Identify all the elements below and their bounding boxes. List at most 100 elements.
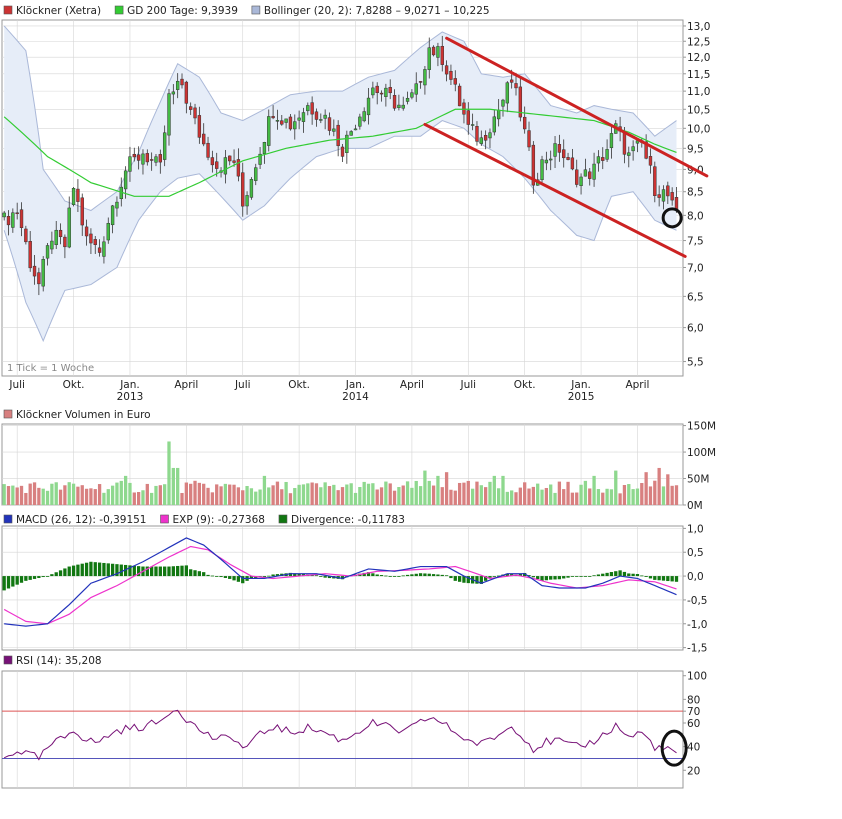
candle-body [501, 99, 505, 107]
candle-body [301, 112, 306, 122]
candle-body [405, 97, 410, 102]
volume-bar [2, 484, 6, 505]
price-y-tick-label: 12,0 [687, 52, 710, 64]
candle-body [579, 176, 583, 187]
price-y-tick-label: 13,0 [687, 21, 710, 33]
candle-body [401, 104, 405, 109]
volume-bar [258, 489, 262, 505]
divergence-bar [149, 566, 154, 577]
divergence-bar [288, 572, 293, 577]
bollinger-lower-line [3, 120, 677, 343]
divergence-bar [136, 566, 141, 577]
volume-bar [440, 487, 444, 505]
candle-body [254, 167, 258, 181]
candle-body [306, 105, 310, 112]
candle-body [241, 172, 245, 207]
candle-body [323, 114, 327, 119]
divergence-bar [440, 574, 444, 577]
divergence-bar [215, 576, 219, 577]
divergence-bar [327, 576, 332, 579]
candle-body [249, 179, 254, 198]
legend-label: Klöckner (Xetra) [16, 5, 101, 17]
volume-bar [6, 486, 11, 505]
volume-bar [158, 485, 162, 505]
volume-bar [97, 484, 102, 505]
divergence-bar [154, 566, 158, 577]
x-tick-label: Jan. [570, 379, 591, 391]
volume-bar [106, 489, 110, 505]
candle-body [431, 46, 436, 56]
divergence-bar [388, 576, 392, 577]
candle-body [575, 169, 579, 185]
divergence-bar [110, 563, 115, 577]
x-tick-label: April [174, 379, 198, 391]
price-y-tick-label: 7,5 [687, 236, 704, 248]
volume-bar [366, 483, 371, 505]
volume-bar [84, 488, 89, 505]
candle-body [223, 157, 228, 175]
divergence-bar [661, 576, 666, 581]
divergence-bar [171, 566, 175, 577]
divergence-bar [319, 576, 323, 577]
candle-body [375, 85, 379, 93]
x-tick-label: Okt. [514, 379, 536, 391]
candle-body [366, 97, 371, 116]
candle-body [475, 126, 479, 142]
divergence-bar [236, 576, 241, 582]
divergence-bar [444, 575, 449, 577]
divergence-bar [579, 576, 583, 577]
volume-bar [514, 492, 518, 505]
volume-bar [553, 492, 557, 505]
divergence-bar [123, 564, 128, 577]
candle-body [540, 159, 544, 181]
volume-bar [470, 488, 475, 505]
divergence-bar [436, 574, 440, 577]
volume-bar [418, 486, 423, 505]
candle-body [601, 157, 605, 161]
volume-bar [583, 480, 588, 505]
macd-line [4, 537, 677, 627]
candle-body [496, 109, 501, 120]
candle-body [418, 81, 423, 83]
candle-body [527, 130, 531, 148]
rsi-y-tick-label: 80 [687, 694, 700, 706]
divergence-bar [128, 565, 132, 577]
candle-body [340, 146, 345, 157]
candle-body [562, 149, 566, 159]
volume-bar [518, 487, 522, 505]
volume-bar [254, 491, 258, 505]
x-tick-label: April [625, 379, 649, 391]
square-legend-icon [3, 655, 13, 665]
volume-bar [41, 488, 45, 505]
legend-label: Klöckner Volumen in Euro [16, 409, 151, 421]
divergence-bar [397, 576, 401, 577]
volume-bar [219, 486, 223, 505]
divergence-bar [405, 574, 410, 577]
candle-body [410, 92, 414, 98]
divergence-bar [588, 576, 592, 577]
price-y-tick-label: 9,5 [687, 143, 704, 155]
volume-bar [306, 483, 310, 505]
divergence-bar [132, 565, 136, 577]
rsi-y-tick-label: 70 [687, 706, 700, 718]
volume-bar [362, 481, 366, 505]
volume-bar [210, 492, 215, 505]
divergence-bar [549, 576, 553, 580]
candle-body [284, 118, 288, 123]
price-y-tick-label: 10,0 [687, 123, 710, 135]
volume-bar [549, 484, 553, 505]
x-tick-label: Okt. [288, 379, 310, 391]
candle-body [518, 86, 523, 118]
divergence-bar [297, 573, 301, 577]
volume-bar [570, 492, 575, 505]
candle-body [267, 116, 271, 146]
candle-body [384, 87, 388, 97]
divergence-bar [635, 574, 640, 577]
volume-bar [627, 484, 631, 505]
macd-y-tick-label: -1,0 [687, 619, 708, 631]
price-y-tick-label: 11,5 [687, 69, 710, 81]
candle-body [505, 82, 510, 104]
volume-bar [358, 487, 362, 505]
volume-bar [80, 485, 84, 505]
volume-bar [267, 487, 271, 505]
